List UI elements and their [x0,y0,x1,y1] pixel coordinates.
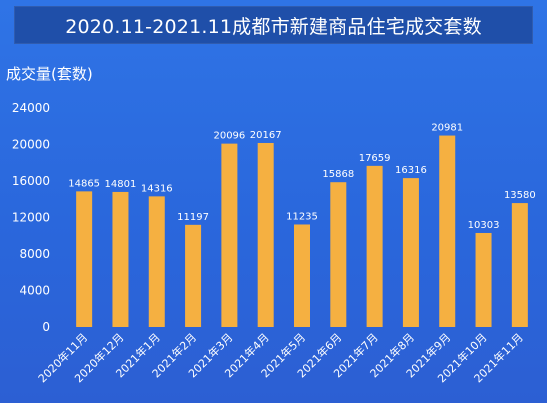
bar [511,203,528,327]
y-tick-label: 16000 [12,174,50,188]
bar [148,196,165,327]
bar [475,232,492,327]
bar-value-label: 15868 [322,169,354,180]
value-labels: 14865 14801 14316 11197 20096 20167 11235 15868… [68,123,536,231]
bar [76,191,93,327]
bar-value-label: 16316 [395,165,427,176]
bar-value-label: 17659 [359,153,391,164]
bar-value-label: 13580 [504,190,536,201]
bar-value-label: 20981 [431,123,463,134]
bar-value-label: 10303 [468,220,500,231]
bar-value-label: 20096 [213,131,245,142]
x-axis-ticks: 2020年11月2020年12月2021年1月2021年2月2021年3月202… [35,330,526,385]
y-tick-label: 24000 [12,101,50,115]
y-tick-label: 8000 [19,247,50,261]
chart-title: 2020.11-2021.11成都市新建商品住宅成交套数 [14,6,533,44]
y-tick-label: 4000 [19,284,50,298]
bar [112,191,129,327]
bar-value-label: 14801 [105,179,137,190]
bar [330,182,347,327]
bar-value-label: 11235 [286,211,318,222]
bar [257,142,274,327]
y-tick-label: 12000 [12,211,50,225]
bar [402,178,419,327]
bar [439,135,456,327]
y-axis-label: 成交量(套数) [6,65,93,83]
bar [366,165,383,327]
bars [76,135,528,327]
bar-value-label: 14316 [141,183,173,194]
bar [294,224,310,327]
bar-value-label: 14865 [68,178,100,189]
bar-value-label: 11197 [177,212,209,223]
y-tick-label: 0 [42,320,50,334]
bar [185,224,202,327]
bar [221,143,238,327]
bar-value-label: 20167 [250,130,282,141]
y-axis-ticks: 0 4000 8000 12000 16000 20000 24000 [12,101,50,334]
y-tick-label: 20000 [12,138,50,152]
